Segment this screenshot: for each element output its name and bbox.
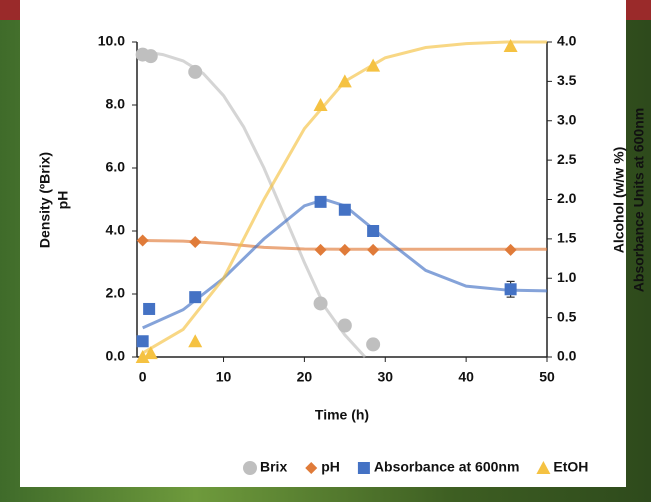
marker (367, 243, 380, 256)
marker (143, 302, 156, 315)
y2-tick-label: 1.0 (557, 269, 577, 285)
marker (338, 243, 351, 256)
y2-tick-label: 2.5 (557, 151, 577, 167)
x-tick-label: 0 (139, 369, 147, 385)
x-tick-label: 50 (539, 369, 555, 385)
y-axis-title: Density (ºBrix) pH (37, 152, 71, 248)
fit-line (142, 197, 548, 330)
y2-axis-title-line: Absorbance Units at 600nm (631, 108, 647, 292)
marker (189, 236, 202, 249)
marker (367, 225, 380, 237)
y2-tick-label: 0.0 (557, 348, 577, 364)
marker (313, 296, 328, 311)
legend-label: Absorbance at 600nm (374, 459, 520, 475)
legend-marker (357, 462, 370, 474)
marker (313, 98, 328, 111)
y-tick-label: 6.0 (106, 159, 126, 175)
marker (337, 318, 352, 333)
x-tick-label: 20 (297, 369, 313, 385)
legend-label: EtOH (553, 459, 588, 475)
marker (136, 335, 149, 348)
marker (189, 291, 202, 304)
marker (337, 74, 352, 88)
y2-tick-label: 2.0 (557, 190, 577, 206)
x-tick-label: 40 (458, 369, 474, 385)
y-tick-label: 2.0 (106, 285, 126, 301)
marker (314, 195, 327, 208)
marker (188, 64, 203, 79)
y-tick-label: 4.0 (106, 222, 126, 238)
marker (366, 58, 381, 72)
y-tick-label: 10.0 (98, 33, 125, 49)
legend-label: pH (321, 459, 340, 475)
y2-axis-title-line: Alcohol (w/w %) (611, 147, 627, 254)
y2-axis-title: Alcohol (w/w %) Absorbance Units at 600n… (611, 108, 647, 292)
y2-tick-label: 3.0 (557, 111, 577, 127)
marker (188, 334, 203, 348)
marker (366, 337, 381, 352)
chart-panel (20, 0, 626, 487)
marker (503, 38, 518, 52)
y2-tick-label: 3.5 (557, 72, 577, 88)
x-axis-title: Time (h) (315, 407, 369, 423)
marker (504, 243, 517, 256)
legend-label: Brix (260, 459, 287, 475)
legend-marker (243, 461, 257, 475)
y-axis-title-line: Density (ºBrix) (37, 152, 53, 248)
y2-tick-label: 0.5 (557, 308, 577, 324)
marker (338, 203, 351, 216)
legend-marker (536, 461, 551, 474)
marker (314, 243, 327, 256)
marker (136, 234, 149, 247)
y-axis-title-line: pH (55, 191, 71, 210)
y2-tick-label: 1.5 (557, 230, 577, 246)
y-tick-label: 8.0 (106, 96, 126, 112)
marker (135, 350, 150, 363)
marker (143, 49, 158, 64)
legend-marker (305, 462, 318, 474)
fit-line (142, 49, 367, 359)
x-tick-label: 10 (216, 369, 232, 385)
marker (504, 283, 517, 296)
x-tick-label: 30 (377, 369, 393, 385)
y-tick-label: 0.0 (106, 348, 126, 364)
marker (143, 346, 158, 360)
y2-tick-label: 4.0 (557, 33, 577, 49)
